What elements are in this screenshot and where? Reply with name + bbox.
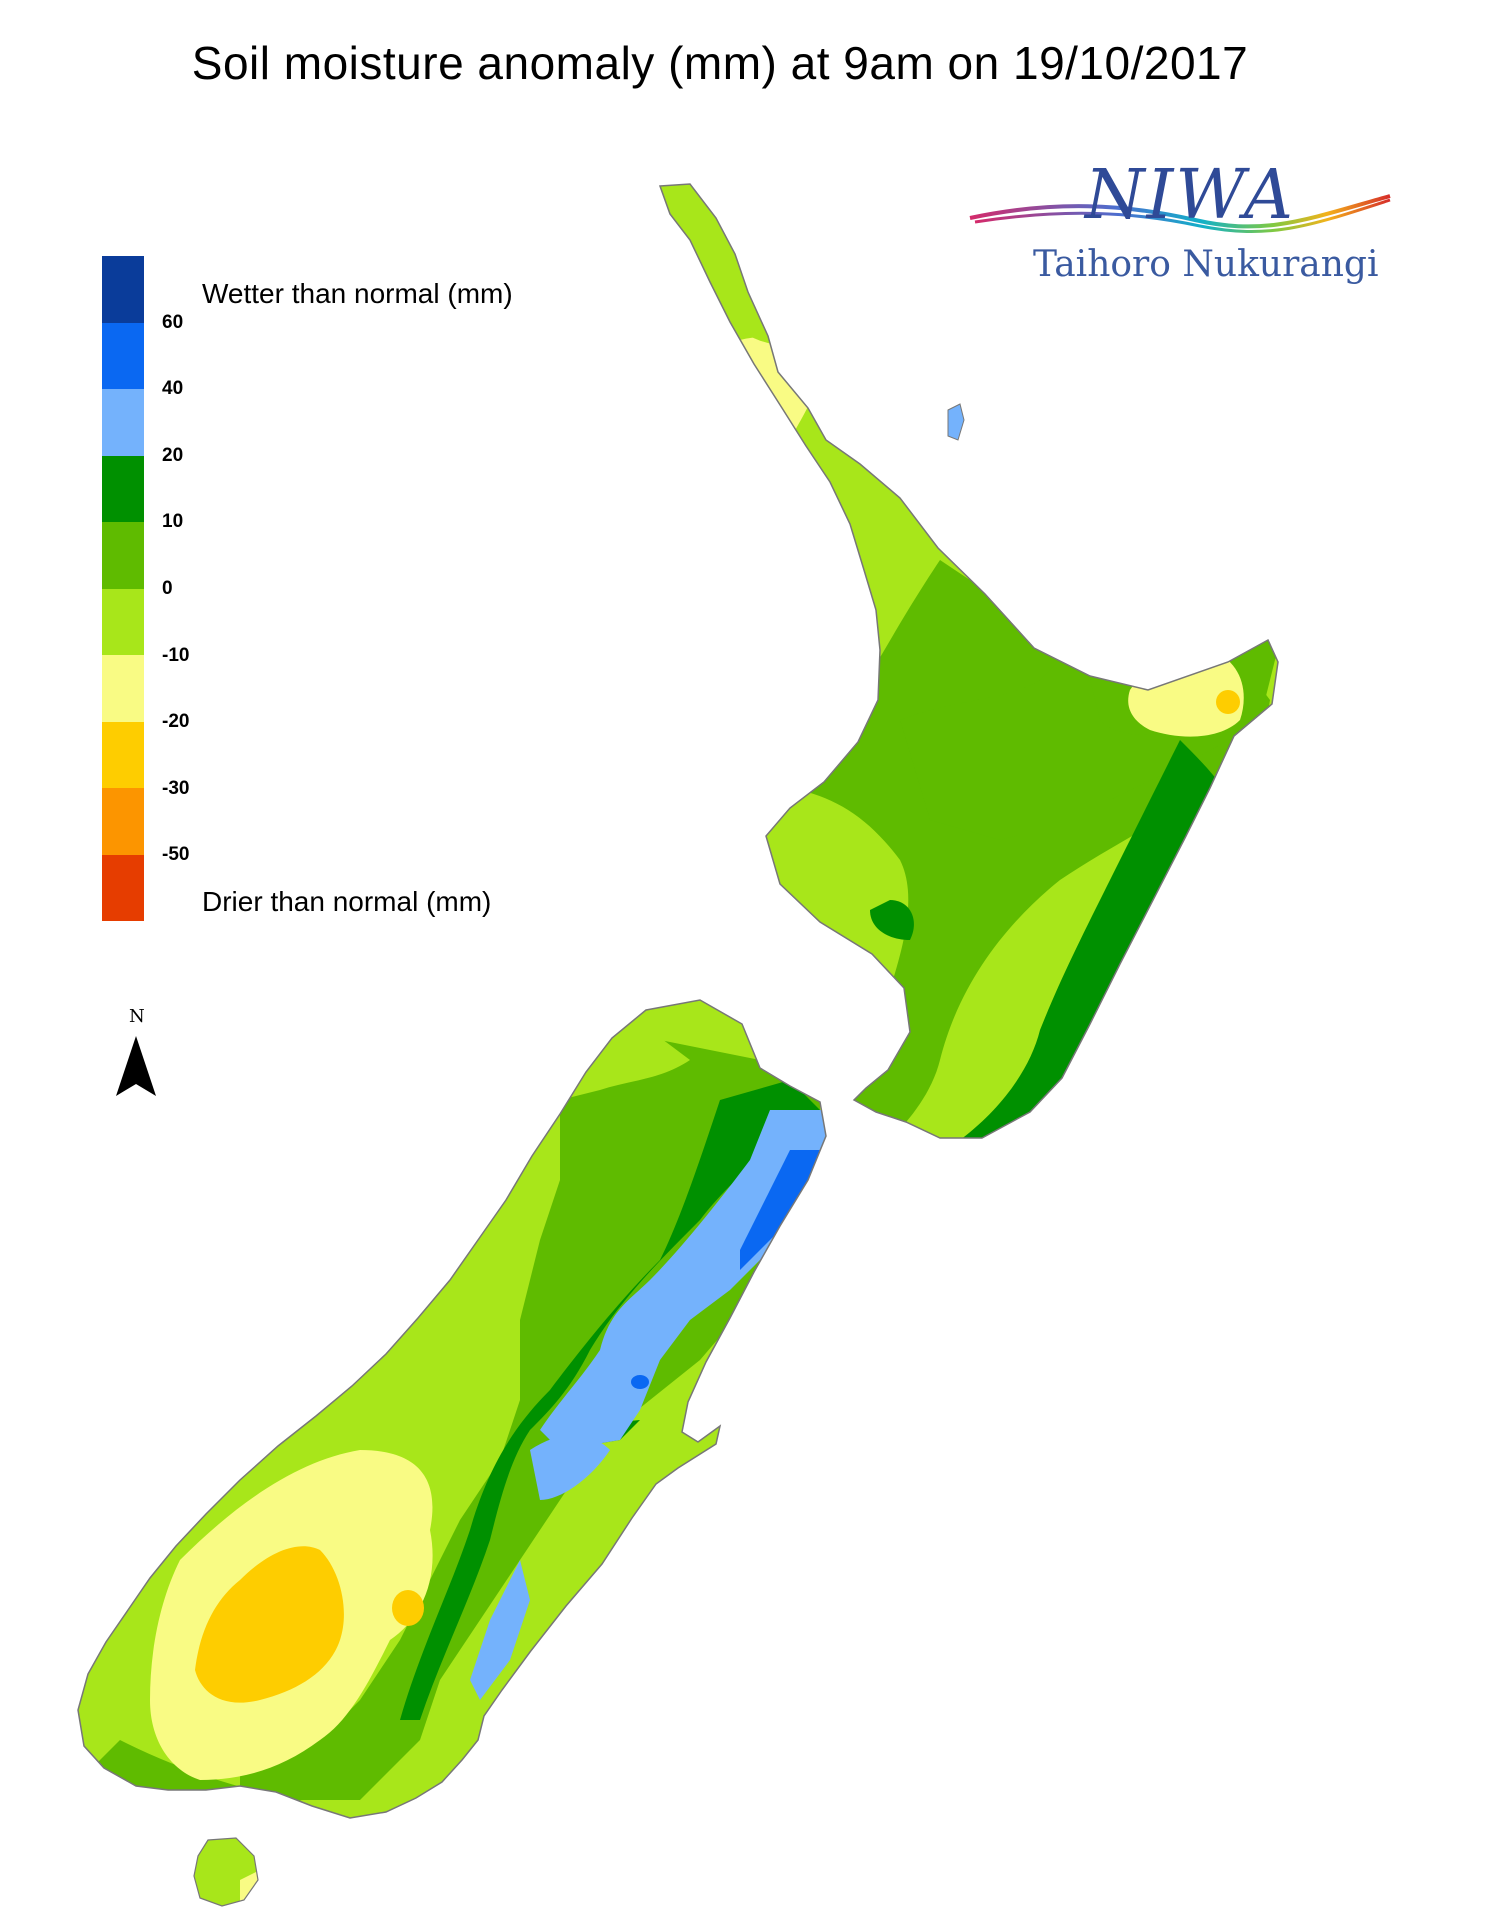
- map-title: Soil moisture anomaly (mm) at 9am on 19/…: [191, 37, 1249, 89]
- south-island: [78, 1000, 826, 1818]
- legend-tick: 60: [162, 312, 184, 333]
- logo-wordmark: NIWA: [1085, 156, 1295, 235]
- north-arrow: N: [114, 1006, 164, 1106]
- legend-swatch: [102, 522, 144, 589]
- legend-swatch: [102, 721, 144, 788]
- legend-color-bar: [102, 256, 144, 921]
- legend-tick: -10: [162, 645, 190, 666]
- legend-tick: -20: [162, 711, 190, 732]
- legend-tick: 0: [162, 578, 173, 599]
- legend-drier-label: Drier than normal (mm): [202, 886, 492, 917]
- south-island-coast: [77, 999, 827, 1819]
- legend-swatch: [102, 389, 144, 456]
- logo-subtitle: Taihoro Nukurangi: [1033, 244, 1379, 285]
- legend-tick: 10: [162, 511, 184, 532]
- legend-tick: -50: [162, 844, 190, 865]
- north-island-coast: [658, 183, 1279, 1139]
- legend-swatch: [102, 322, 144, 389]
- north-letter: N: [129, 1006, 145, 1027]
- legend-swatch: [102, 455, 144, 522]
- legend-swatch: [102, 655, 144, 722]
- great-barrier-island: [947, 403, 965, 441]
- legend-tick: 40: [162, 378, 184, 399]
- legend-tick: 20: [162, 445, 184, 466]
- legend-swatch: [102, 588, 144, 655]
- logo-swoosh-icon: [969, 194, 1391, 234]
- legend-swatch: [102, 788, 144, 855]
- north-arrow-icon: [116, 1036, 156, 1096]
- legend-swatch: [102, 854, 144, 921]
- stewart-island: [194, 1838, 258, 1906]
- legend-tick: -30: [162, 778, 190, 799]
- niwa-logo: NIWA Taihoro Nukurangi: [965, 156, 1395, 300]
- legend-wetter-label: Wetter than normal (mm): [202, 278, 513, 309]
- legend-swatch: [102, 256, 144, 323]
